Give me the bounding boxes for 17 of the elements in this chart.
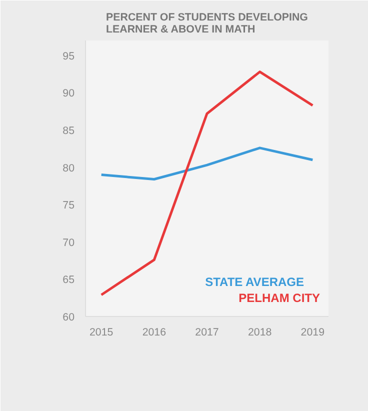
chart-title: PERCENT OF STUDENTS DEVELOPING LEARNER & ABOVE IN MATH [106, 12, 308, 36]
x-tick-label: 2015 [89, 326, 114, 338]
line-series [100, 146, 314, 180]
y-tick-label: 85 [62, 125, 75, 138]
y-tick-label: 65 [62, 274, 75, 286]
y-tick-label: 70 [62, 236, 75, 249]
x-tick-label: 2018 [248, 326, 272, 338]
text: STATE AVERAGE [205, 275, 304, 289]
text: PELHAM CITY [238, 291, 320, 305]
x-tick-label: 2017 [195, 326, 219, 338]
y-tick-label: 95 [62, 50, 75, 62]
y-tick-label: 80 [62, 162, 75, 174]
y-tick-label: 90 [62, 88, 75, 100]
x-tick-label: 2019 [300, 326, 325, 338]
y-tick-label: 60 [62, 312, 75, 324]
y-tick-label: 75 [62, 200, 75, 212]
x-tick-label: 2016 [142, 326, 166, 338]
